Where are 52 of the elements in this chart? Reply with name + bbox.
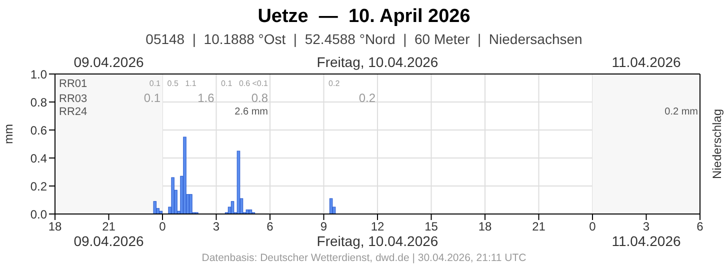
x-tick-label: 3 <box>212 220 220 234</box>
annotation: RR03 <box>59 92 88 105</box>
annotation: 0.1 <box>144 91 161 106</box>
bar <box>171 177 174 214</box>
annotation: 0.5 <box>167 79 179 88</box>
annotation: 0.2 mm <box>664 106 698 118</box>
x-tick-label: 0 <box>589 220 596 234</box>
x-tick-label: 9 <box>320 220 328 234</box>
x-tick-label: 6 <box>266 220 274 234</box>
bar <box>159 210 162 214</box>
annotation: 0.6 <box>238 79 251 88</box>
bar <box>153 201 157 214</box>
x2-tick-label: 09.04.2026 <box>74 54 144 70</box>
chart-title: Uetze — 10. April 2026 <box>256 6 472 28</box>
x-tick-label: 15 <box>424 220 438 234</box>
annotation: 0.2 <box>328 79 340 88</box>
chart-subtitle: 05148 | 10.1888 °Ost | 52.4588 °Nord | 60 Meter | Niedersachsen <box>144 31 584 47</box>
x-tick-label: 18 <box>478 220 492 234</box>
text: 09.04.2026 <box>74 233 144 249</box>
annotation: RR01 <box>59 78 88 90</box>
annotation: 1.1 <box>185 79 197 88</box>
bar <box>189 194 192 214</box>
x-tick-label: 21 <box>532 220 546 234</box>
x-tick-label: 6 <box>696 220 704 234</box>
bar <box>183 136 186 214</box>
y-tick-label: 0.8 <box>30 95 48 110</box>
annotation: 1.6 <box>198 91 215 106</box>
x2-tick-label: 11.04.2026 <box>612 54 681 70</box>
text: Freitag, 10.04.2026 <box>316 233 438 249</box>
annotation: 0.1 <box>149 79 162 88</box>
y-tick-label: 0.4 <box>30 151 48 166</box>
x-tick-label: 18 <box>48 220 62 234</box>
x-tick-label: 0 <box>159 220 166 234</box>
text: Datenbasis: Deutscher Wetterdienst, dwd.de | 30.04.2026, 21:11 UTC <box>202 252 527 264</box>
y2-axis-title: Niederschlag <box>710 108 724 180</box>
annotation: <0.1 <box>252 79 269 88</box>
annotation: 0.8 <box>251 91 268 106</box>
y-tick-label: 1.0 <box>30 67 48 82</box>
x-tick-label: 3 <box>642 220 650 234</box>
y-tick-label: 0.6 <box>30 123 48 138</box>
x-tick-label: 21 <box>102 220 116 234</box>
x-tick-label: 12 <box>370 220 384 234</box>
bar <box>236 150 240 214</box>
y-tick-label: 0.2 <box>30 179 48 194</box>
text: 11.04.2026 <box>612 233 681 249</box>
annotation: RR24 <box>59 106 88 118</box>
y-tick-label: 0.0 <box>30 207 48 222</box>
annotation: 2.6 mm <box>234 106 268 118</box>
annotation: 0.2 <box>358 91 376 106</box>
x2-tick-label: Freitag, 10.04.2026 <box>316 54 438 70</box>
annotation: 0.1 <box>221 79 233 88</box>
y-axis-title: mm <box>1 124 16 144</box>
